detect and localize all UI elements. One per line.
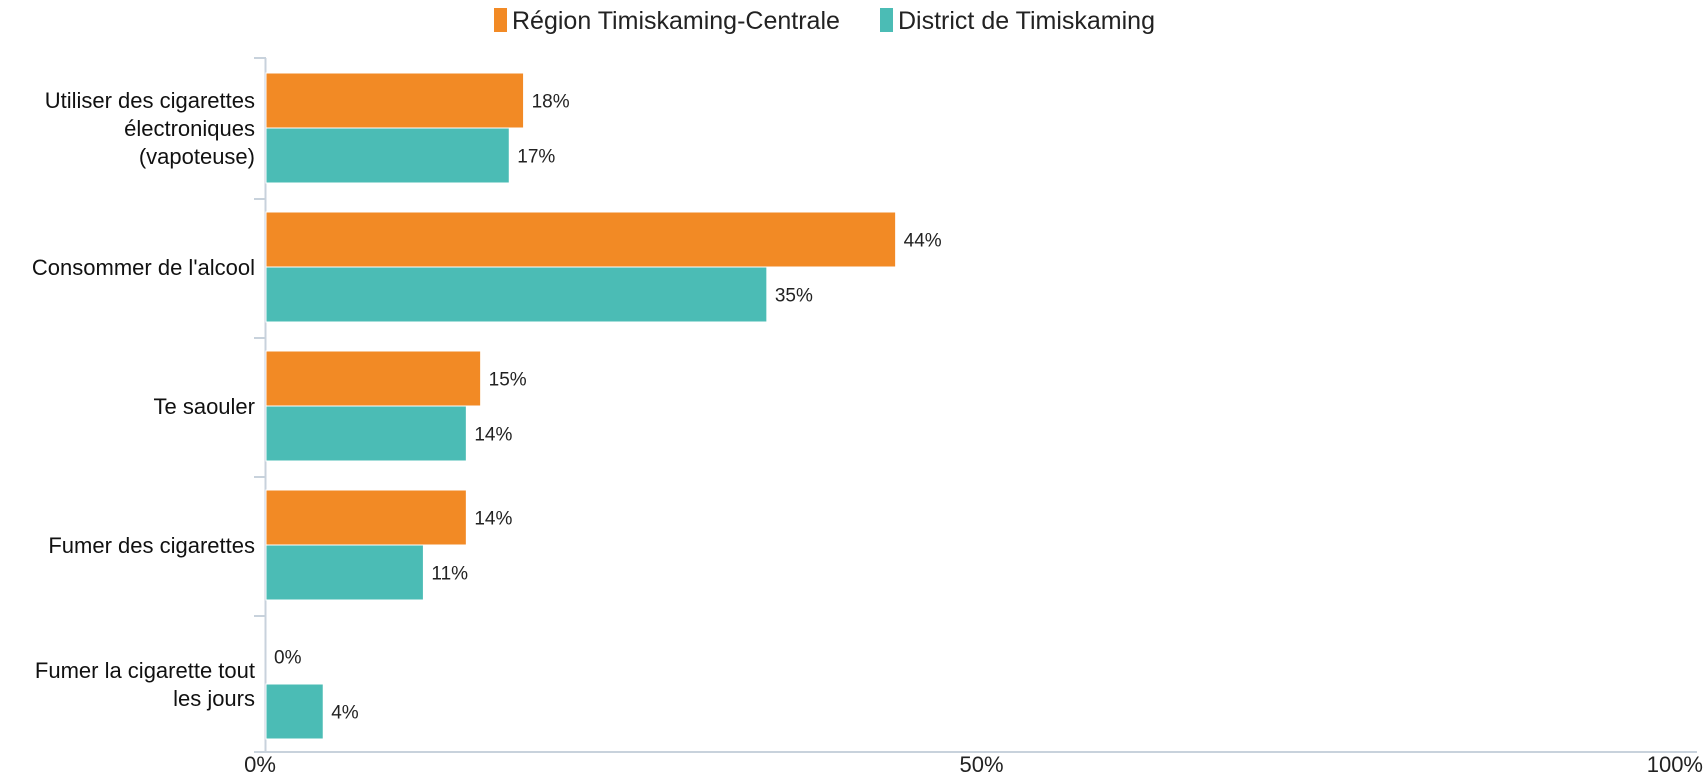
bar-0-1 (265, 127, 510, 184)
category-label-1: Consommer de l'alcool (32, 255, 255, 280)
bar-3-1 (265, 544, 424, 601)
value-label-1-1: 35% (775, 286, 813, 307)
value-label-2-0: 15% (489, 370, 527, 391)
bar-2-0 (265, 350, 482, 407)
legend-label-0: Région Timiskaming-Centrale (512, 7, 840, 35)
category-label-4: les jours (173, 686, 255, 711)
value-label-3-0: 14% (474, 509, 512, 530)
bars: 18% 17% 44% 35% 15% 14% 14% 11% 0% 4% (265, 72, 942, 740)
category-labels: Utiliser des cigarettes électroniques (vap… (32, 88, 255, 711)
category-label-3: Fumer des cigarettes (48, 533, 255, 558)
value-label-4-1: 4% (331, 703, 359, 724)
legend-swatch-1 (880, 8, 893, 32)
category-label-4: Fumer la cigarette tout (35, 658, 255, 683)
x-tick-label: 50% (959, 752, 1003, 776)
bar-1-0 (265, 211, 897, 268)
value-label-2-1: 14% (474, 425, 512, 446)
bar-4-1 (265, 683, 324, 740)
category-label-2: Te saouler (153, 394, 255, 419)
category-label-0: (vapoteuse) (139, 144, 255, 169)
value-label-0-1: 17% (517, 147, 555, 168)
category-label-0: électroniques (124, 116, 255, 141)
bar-1-1 (265, 266, 768, 323)
bar-2-1 (265, 405, 467, 462)
legend-label-1: District de Timiskaming (898, 7, 1155, 35)
x-tick-label: 0% (244, 752, 276, 776)
x-tick-label: 100% (1647, 752, 1703, 776)
axes: 0% 50% 100% (244, 57, 1703, 776)
value-label-0-0: 18% (532, 92, 570, 113)
bar-0-0 (265, 72, 525, 129)
value-label-1-0: 44% (904, 231, 942, 252)
category-label-0: Utiliser des cigarettes (45, 88, 255, 113)
value-label-3-1: 11% (431, 564, 468, 585)
bar-3-0 (265, 489, 467, 546)
legend: Région Timiskaming-Centrale District de T… (494, 7, 1155, 35)
legend-swatch-0 (494, 8, 507, 32)
value-label-4-0: 0% (274, 648, 302, 669)
